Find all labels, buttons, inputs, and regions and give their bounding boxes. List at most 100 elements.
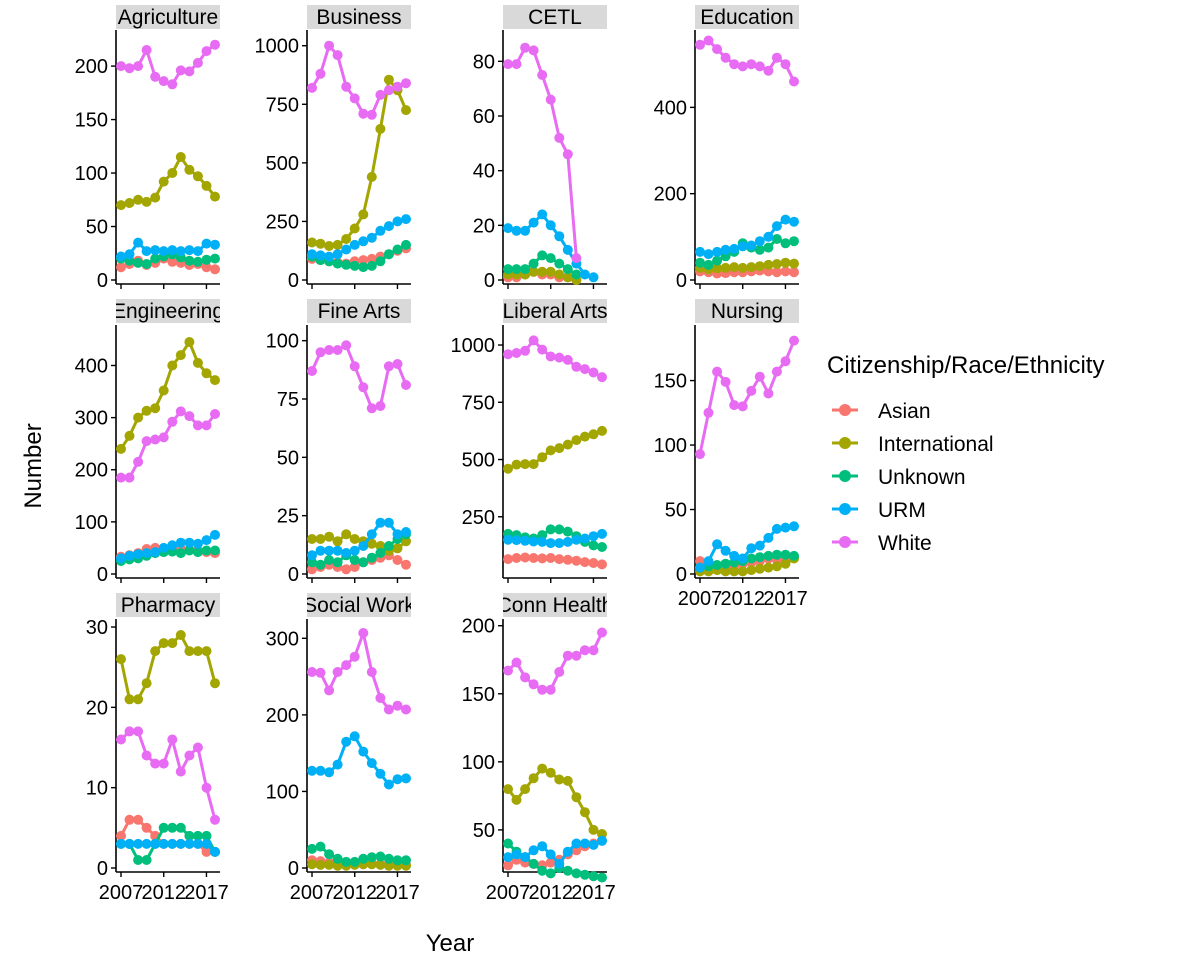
data-point <box>695 246 705 257</box>
data-point <box>588 367 599 378</box>
data-point <box>307 667 317 677</box>
data-point <box>349 239 360 250</box>
data-point <box>780 257 791 268</box>
facet-title: Education <box>700 6 793 29</box>
data-point <box>545 849 556 860</box>
data-point <box>358 262 369 273</box>
data-point <box>383 249 394 260</box>
data-point <box>133 456 144 467</box>
data-point <box>562 354 573 365</box>
data-point <box>754 563 765 574</box>
data-point <box>332 667 343 677</box>
data-point <box>332 860 343 871</box>
legend-label: URM <box>878 499 926 522</box>
data-point <box>789 216 799 227</box>
data-point <box>401 559 411 570</box>
y-tick-label: 0 <box>97 564 108 586</box>
data-point <box>746 543 757 554</box>
data-point <box>537 553 548 564</box>
data-point <box>503 852 513 863</box>
data-point <box>201 238 212 249</box>
data-point <box>184 830 195 841</box>
data-point <box>201 535 212 546</box>
data-point <box>175 548 186 559</box>
data-point <box>349 856 360 867</box>
data-point <box>210 814 220 825</box>
data-point <box>375 548 386 558</box>
data-point <box>150 192 161 203</box>
legend-marker <box>839 536 851 548</box>
data-point <box>349 534 360 544</box>
data-point <box>124 694 135 705</box>
data-point <box>167 256 178 267</box>
data-point <box>358 255 369 266</box>
data-point <box>184 545 195 556</box>
data-point <box>332 50 343 61</box>
data-point <box>401 527 411 537</box>
y-tick-label: 200 <box>75 56 108 78</box>
legend-item: Asian <box>832 400 931 423</box>
data-point <box>158 838 169 849</box>
data-point <box>562 244 573 255</box>
data-point <box>597 542 607 552</box>
data-point <box>324 531 335 542</box>
data-point <box>341 81 352 92</box>
y-tick-label: 20 <box>473 215 495 237</box>
data-point <box>511 264 522 275</box>
data-point <box>392 543 403 554</box>
data-point <box>695 562 705 573</box>
data-point <box>324 241 335 251</box>
data-point <box>184 750 195 761</box>
data-point <box>324 767 335 778</box>
facet-strip <box>503 5 607 29</box>
data-point <box>528 679 539 690</box>
data-point <box>545 220 556 231</box>
data-point <box>133 237 144 248</box>
data-point <box>141 405 152 416</box>
y-tick-label: 150 <box>462 684 495 706</box>
data-point <box>554 667 565 677</box>
data-point <box>511 849 522 860</box>
data-point <box>729 59 740 70</box>
data-point <box>150 758 161 769</box>
data-point <box>375 851 386 862</box>
data-point <box>392 359 403 369</box>
data-point <box>754 261 765 272</box>
data-point <box>703 556 714 567</box>
legend-label: Asian <box>878 400 931 423</box>
data-point <box>141 246 152 257</box>
data-point <box>383 221 394 232</box>
data-point <box>588 531 599 542</box>
data-point <box>358 746 369 757</box>
y-tick-label: 0 <box>288 858 299 880</box>
data-point <box>375 225 386 236</box>
data-point <box>528 217 539 228</box>
data-point <box>695 449 705 460</box>
facet-title: Fine Arts <box>318 300 401 323</box>
data-point <box>763 550 774 561</box>
data-point <box>332 557 343 568</box>
data-point <box>571 868 582 879</box>
data-point <box>712 246 723 257</box>
data-point <box>562 526 573 537</box>
data-point <box>116 200 126 211</box>
data-point <box>571 253 582 264</box>
data-point <box>545 524 556 535</box>
data-point <box>332 545 343 556</box>
facet-panel: Agriculture 0 50 100 150 200 <box>75 5 220 292</box>
data-point <box>588 429 599 440</box>
data-point <box>780 549 791 560</box>
data-point <box>383 541 394 551</box>
data-point <box>720 566 731 577</box>
data-point <box>366 109 377 120</box>
data-point <box>307 859 317 870</box>
data-point <box>763 388 774 399</box>
data-point <box>167 838 178 849</box>
data-point <box>545 253 556 264</box>
data-point <box>116 443 126 454</box>
data-point <box>307 550 317 561</box>
data-point <box>520 552 531 563</box>
facet-title: Nursing <box>711 300 783 323</box>
data-point <box>737 566 748 577</box>
legend-marker <box>839 404 851 416</box>
